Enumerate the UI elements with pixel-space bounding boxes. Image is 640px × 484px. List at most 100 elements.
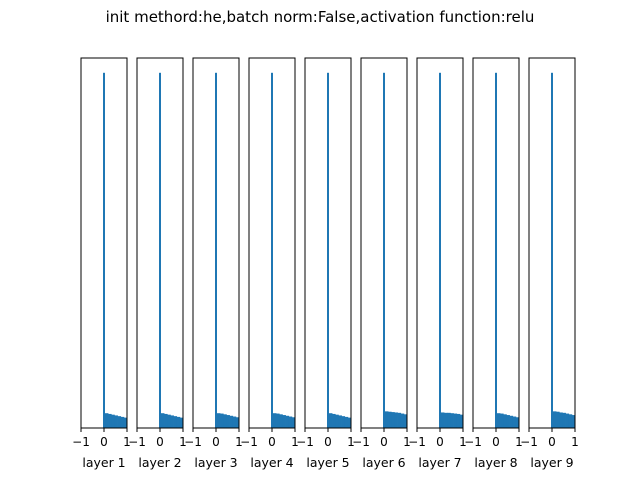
panel-layer-3: −1 0 1 layer 3 bbox=[184, 57, 243, 470]
tail-bar bbox=[444, 412, 448, 428]
panel-xlabel: layer 5 bbox=[306, 455, 349, 470]
tail-bar bbox=[179, 417, 184, 428]
tail-bar bbox=[400, 413, 405, 428]
x-tick-label: 1 bbox=[571, 435, 579, 449]
tail-bar bbox=[496, 413, 501, 428]
tail-bar bbox=[388, 411, 392, 428]
tail-bar bbox=[288, 416, 293, 428]
panel-layer-7: −1 0 1 layer 7 bbox=[408, 57, 467, 470]
x-tick-label: 0 bbox=[380, 435, 388, 449]
panel-xlabel: layer 7 bbox=[418, 455, 461, 470]
tail-bar bbox=[403, 414, 408, 428]
tail-bar bbox=[229, 415, 234, 428]
tail-bar bbox=[447, 412, 451, 428]
panel-layer-1: −1 0 1 layer 1 bbox=[72, 57, 131, 470]
tail-bar bbox=[164, 413, 168, 428]
x-tick-label: 1 bbox=[459, 435, 467, 449]
x-tick-label: −1 bbox=[520, 435, 538, 449]
x-tick-label: 0 bbox=[100, 435, 108, 449]
spike-bar bbox=[159, 72, 161, 429]
tail-bar bbox=[332, 413, 336, 428]
tail-bar bbox=[167, 414, 171, 428]
tail-bar bbox=[559, 412, 563, 428]
x-tick-label: 0 bbox=[268, 435, 276, 449]
tail-bar bbox=[328, 413, 333, 428]
tail-bar bbox=[285, 415, 290, 428]
panel-xlabel: layer 1 bbox=[82, 455, 125, 470]
chart-title: init methord:he,batch norm:False,activat… bbox=[106, 8, 535, 26]
x-tick-label: 1 bbox=[291, 435, 299, 449]
tail-bar bbox=[279, 414, 283, 428]
spike-bar bbox=[439, 72, 441, 429]
spike-bar bbox=[495, 72, 497, 429]
panel-xlabel: layer 4 bbox=[250, 455, 293, 470]
tail-bar bbox=[108, 413, 112, 428]
x-tick-label: 0 bbox=[548, 435, 556, 449]
x-tick-label: −1 bbox=[408, 435, 426, 449]
tail-bar bbox=[552, 411, 557, 428]
panel-layer-5: −1 0 1 layer 5 bbox=[296, 57, 355, 470]
panel-layer-8: −1 0 1 layer 8 bbox=[464, 57, 523, 470]
tail-bar bbox=[562, 412, 566, 428]
x-tick-label: 0 bbox=[212, 435, 220, 449]
tail-bar bbox=[223, 414, 227, 428]
tail-bar bbox=[384, 411, 389, 428]
x-tick-label: 1 bbox=[179, 435, 187, 449]
tail-bar bbox=[220, 413, 224, 428]
x-tick-label: 0 bbox=[156, 435, 164, 449]
tail-bar bbox=[235, 417, 240, 428]
tail-bar bbox=[394, 412, 398, 428]
tail-bar bbox=[509, 415, 514, 428]
x-tick-label: 0 bbox=[492, 435, 500, 449]
x-tick-label: −1 bbox=[72, 435, 90, 449]
tail-bar bbox=[565, 413, 570, 428]
x-tick-label: −1 bbox=[296, 435, 314, 449]
panel-xlabel: layer 3 bbox=[194, 455, 237, 470]
panel-layer-9: −1 0 1 layer 9 bbox=[520, 57, 579, 470]
tail-bar bbox=[568, 414, 573, 428]
tail-bar bbox=[347, 417, 352, 428]
tail-bar bbox=[335, 414, 339, 428]
panel-xlabel: layer 9 bbox=[530, 455, 573, 470]
x-tick-label: −1 bbox=[184, 435, 202, 449]
x-tick-label: 1 bbox=[347, 435, 355, 449]
x-tick-label: 0 bbox=[324, 435, 332, 449]
x-tick-label: −1 bbox=[352, 435, 370, 449]
tail-bar bbox=[117, 416, 122, 428]
tail-bar bbox=[440, 412, 445, 428]
tail-bar bbox=[104, 413, 109, 428]
tail-bar bbox=[276, 413, 280, 428]
spike-bar bbox=[383, 72, 385, 429]
spike-bar bbox=[215, 72, 217, 429]
tail-bar bbox=[111, 414, 115, 428]
tail-bar bbox=[506, 415, 510, 428]
tail-bar bbox=[226, 415, 230, 428]
spike-bar bbox=[327, 72, 329, 429]
tail-bar bbox=[571, 415, 576, 428]
panel-xlabel: layer 2 bbox=[138, 455, 181, 470]
tail-bar bbox=[450, 413, 454, 428]
tail-bar bbox=[512, 416, 517, 428]
tail-bar bbox=[291, 417, 296, 428]
tail-bar bbox=[216, 413, 221, 428]
panel-layer-6: −1 0 1 layer 6 bbox=[352, 57, 411, 470]
tail-bar bbox=[391, 412, 395, 428]
tail-bar bbox=[459, 414, 464, 428]
tail-bar bbox=[453, 413, 458, 428]
panel-layer-4: −1 0 1 layer 4 bbox=[240, 57, 299, 470]
x-tick-label: −1 bbox=[464, 435, 482, 449]
x-tick-label: −1 bbox=[128, 435, 146, 449]
tail-bar bbox=[503, 414, 507, 428]
tail-bar bbox=[114, 415, 118, 428]
tail-bar bbox=[173, 416, 178, 428]
tail-bar bbox=[344, 416, 349, 428]
x-tick-label: −1 bbox=[240, 435, 258, 449]
tail-bar bbox=[556, 411, 560, 428]
tail-bar bbox=[232, 416, 237, 428]
x-tick-label: 0 bbox=[436, 435, 444, 449]
tail-bar bbox=[500, 413, 504, 428]
x-tick-label: 1 bbox=[403, 435, 411, 449]
